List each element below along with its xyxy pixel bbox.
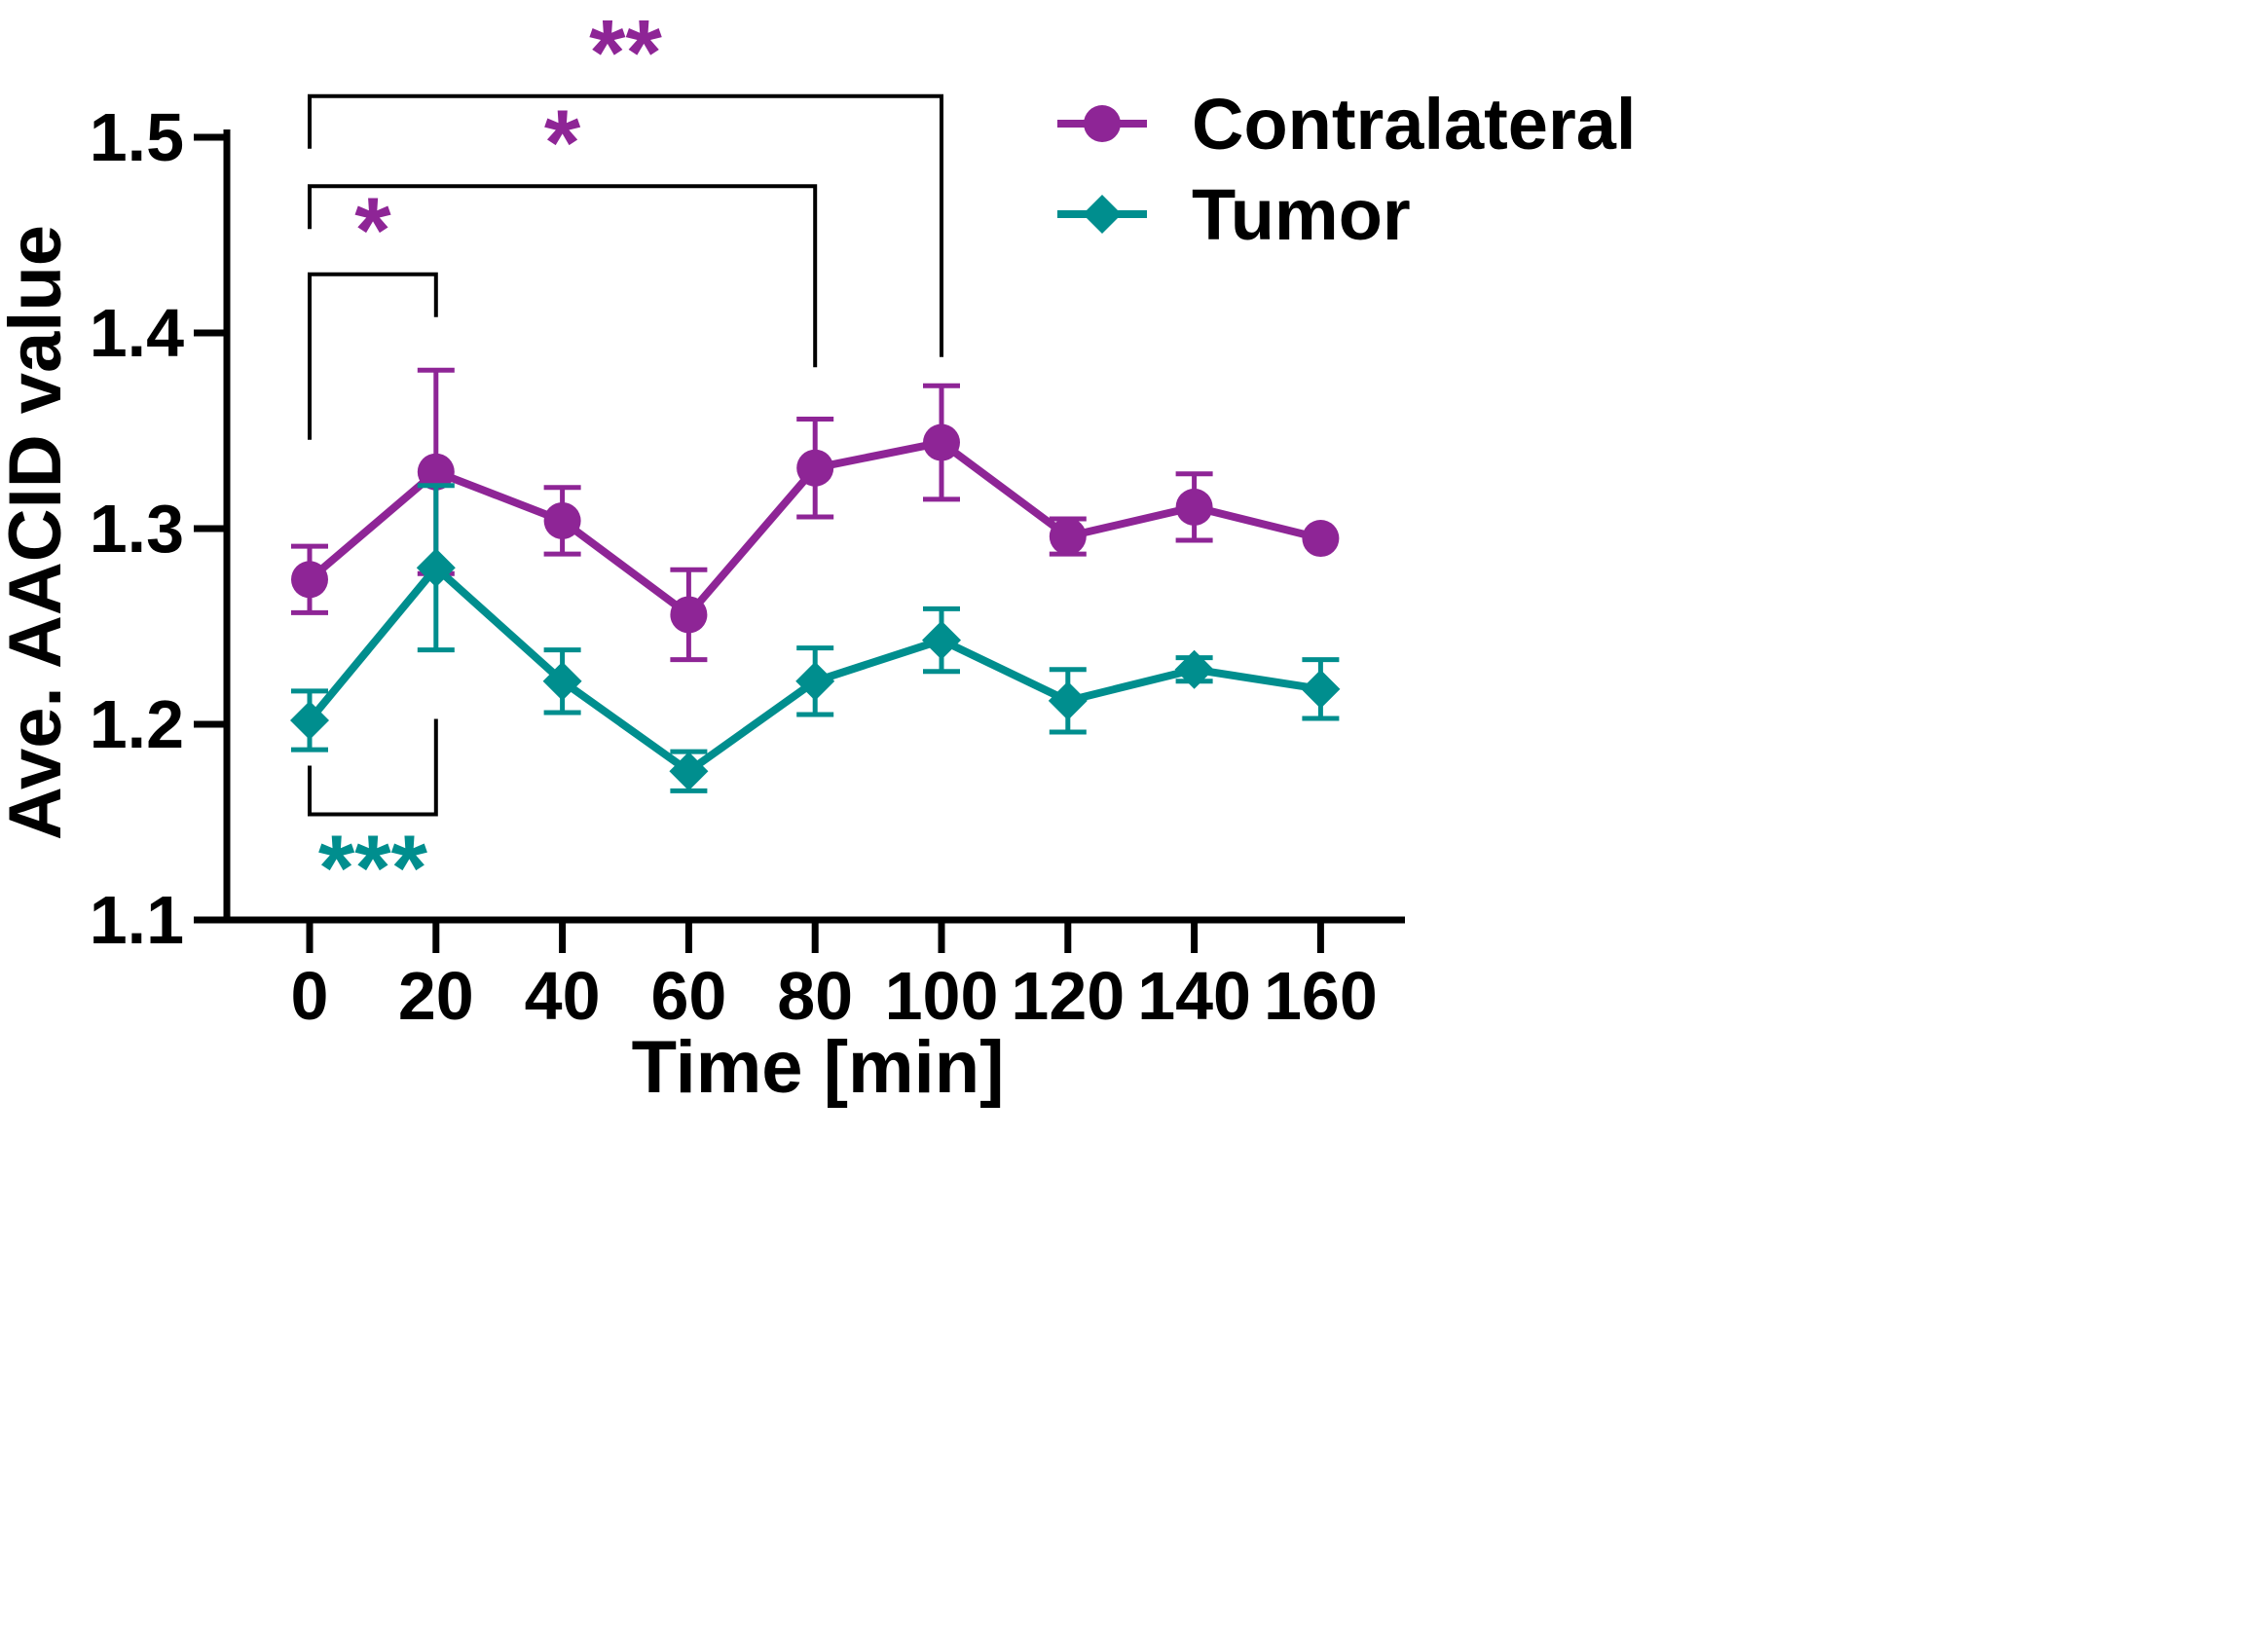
x-tick-label: 80 [777, 958, 853, 1034]
data-point [796, 449, 834, 487]
data-point [1175, 488, 1213, 526]
legend-marker [1083, 195, 1122, 234]
significance-label: * [544, 91, 581, 195]
significance-bracket [308, 718, 438, 817]
legend-item: Tumor [1057, 174, 1411, 255]
data-point [416, 548, 456, 588]
axes: 1.1 1.2 1.3 1.4 1.5 0 20 40 60 80 100 120 140 160 Time… [0, 99, 1405, 1109]
x-tick-label: 20 [398, 958, 474, 1034]
y-tick-label: 1.1 [90, 882, 184, 958]
x-tick-label: 40 [525, 958, 601, 1034]
data-point [1302, 520, 1340, 558]
data-point [542, 661, 582, 701]
y-tick-label: 1.5 [90, 99, 184, 175]
x-tick-label: 60 [650, 958, 726, 1034]
legend: Contralateral Tumor [1057, 84, 1636, 255]
legend-label: Contralateral [1192, 84, 1636, 165]
legend-item: Contralateral [1057, 84, 1636, 165]
legend-label: Tumor [1192, 174, 1411, 255]
significance-label: ** [589, 1, 662, 105]
significance-bracket [308, 93, 943, 357]
x-tick-label: 100 [885, 958, 999, 1034]
data-point [795, 661, 835, 701]
data-point [669, 752, 709, 791]
series-layer [290, 367, 1341, 793]
significance-bracket [308, 272, 438, 440]
data-point [923, 423, 960, 461]
y-axis-title: Ave. AACID value [0, 225, 77, 840]
data-point [1301, 669, 1341, 709]
data-point [1049, 518, 1087, 556]
data-point [1174, 649, 1214, 689]
data-point [417, 453, 455, 491]
y-tick-label: 1.3 [90, 491, 184, 567]
data-point [543, 501, 581, 539]
significance-bracket [308, 184, 818, 368]
y-tick-label: 1.4 [90, 295, 184, 371]
data-point [1048, 680, 1088, 720]
legend-marker [1084, 105, 1121, 142]
x-tick-label: 0 [291, 958, 329, 1034]
data-point [922, 620, 961, 660]
x-tick-label: 160 [1264, 958, 1378, 1034]
data-point [670, 596, 708, 634]
significance-label: *** [318, 816, 428, 920]
significance-brackets: ******* [308, 1, 943, 920]
y-tick-label: 1.2 [90, 686, 184, 762]
x-tick-label: 140 [1137, 958, 1251, 1034]
data-point [291, 561, 328, 599]
x-axis-title: Time [min] [632, 1026, 1005, 1109]
significance-label: * [354, 179, 391, 283]
data-point [290, 700, 329, 740]
x-tick-label: 120 [1011, 958, 1125, 1034]
